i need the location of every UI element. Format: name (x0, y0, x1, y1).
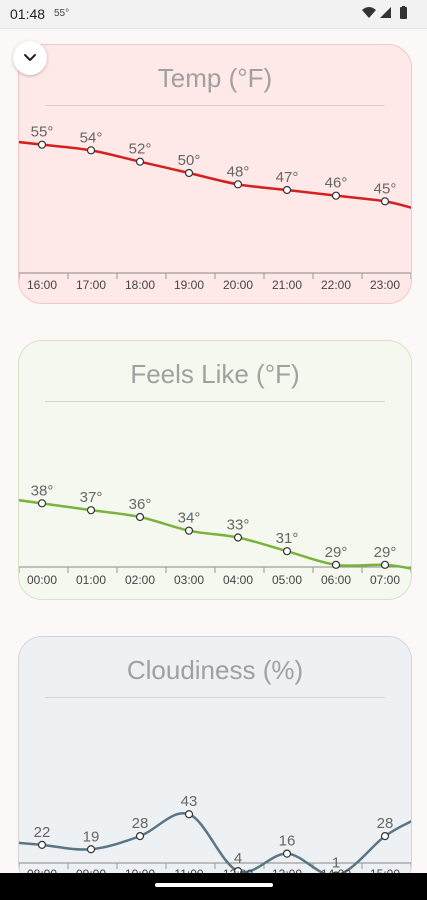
data-point (86, 845, 96, 854)
data-label: 33° (227, 517, 250, 534)
data-label: 46° (325, 175, 348, 192)
data-label: 16 (279, 833, 296, 850)
status-time: 01:48 (10, 6, 46, 22)
x-tick-label: 19:00 (174, 278, 204, 292)
series-line (19, 498, 411, 570)
chart-title: Feels Like (°F) (130, 359, 300, 389)
chart-title: Cloudiness (%) (126, 655, 304, 685)
x-tick-label: 16:00 (27, 278, 57, 292)
data-label: 28 (377, 815, 394, 832)
status-icons (361, 6, 413, 25)
x-tick-label: 07:00 (370, 573, 400, 587)
data-point (37, 140, 47, 149)
data-label: 43 (181, 793, 198, 810)
data-point (184, 168, 194, 178)
home-gesture-handle[interactable] (155, 883, 273, 887)
data-point (282, 547, 292, 556)
data-label: 31° (276, 530, 299, 547)
data-label: 37° (80, 489, 103, 506)
divider (45, 401, 385, 402)
data-point (184, 526, 194, 535)
series-line (19, 812, 411, 877)
feels-like-chart-card: Feels Like (°F) 38° 00:00 37° 01:00 36° 02:00… (18, 340, 412, 600)
data-point (135, 512, 145, 522)
wifi-icon (362, 7, 376, 18)
signal-icon (380, 7, 391, 18)
status-temperature: 55° (54, 8, 70, 19)
data-label: 47° (276, 169, 299, 186)
data-label: 52° (129, 141, 152, 158)
x-tick-label: 02:00 (125, 573, 155, 587)
temp-line-chart: 55° 16:00 54° 17:00 52° 18:00 50° 19:00 48° 20:00… (19, 124, 411, 292)
feels-like-line-chart: 38° 00:00 37° 01:00 36° 02:00 34° 03:00 33° 04:00… (19, 482, 411, 587)
data-point (282, 849, 292, 858)
cloudiness-line-chart: 2208:001909:002810:004311:00412:001613:0… (19, 793, 411, 881)
divider (45, 697, 385, 698)
data-label: 29° (374, 544, 397, 561)
data-label: 38° (31, 482, 54, 499)
data-label: 55° (31, 124, 54, 141)
data-point (331, 191, 341, 200)
x-tick-label: 05:00 (272, 573, 302, 587)
divider (45, 105, 385, 106)
data-point (331, 560, 341, 569)
temp-chart-card: Temp (°F) 55° 16:00 54° 17:00 52° 18:00 50° 19:… (18, 44, 412, 304)
chart-title: Temp (°F) (157, 63, 273, 93)
data-label: 45° (374, 180, 397, 197)
x-tick-label: 20:00 (223, 278, 253, 292)
battery-icon (400, 7, 407, 19)
collapse-button[interactable] (13, 41, 47, 75)
x-tick-label: 00:00 (27, 573, 57, 587)
x-tick-label: 17:00 (76, 278, 106, 292)
x-tick-label: 06:00 (321, 573, 351, 587)
data-point (184, 810, 194, 819)
data-label: 19 (83, 828, 100, 845)
x-tick-label: 23:00 (370, 278, 400, 292)
data-label: 29° (325, 544, 348, 561)
x-tick-label: 21:00 (272, 278, 302, 292)
data-point (233, 180, 243, 189)
data-point (380, 197, 390, 206)
data-label: 48° (227, 163, 250, 180)
data-point (37, 840, 47, 849)
data-label: 36° (129, 496, 152, 513)
data-point (380, 832, 390, 841)
status-bar: 01:48 55° (0, 0, 427, 29)
cloudiness-chart-card: Cloudiness (%) 2208:001909:002810:004311… (18, 636, 412, 888)
x-tick-label: 04:00 (223, 573, 253, 587)
x-tick-label: 18:00 (125, 278, 155, 292)
series-line (19, 140, 411, 209)
data-point (86, 506, 96, 515)
data-label: 50° (178, 152, 201, 169)
x-tick-label: 01:00 (76, 573, 106, 587)
data-point (380, 560, 390, 569)
data-label: 22 (34, 824, 51, 841)
data-label: 54° (80, 129, 103, 146)
data-point (282, 185, 292, 195)
chevron-down-icon (24, 54, 36, 61)
data-point (135, 832, 145, 841)
data-label: 4 (234, 850, 242, 867)
x-tick-label: 22:00 (321, 278, 351, 292)
data-point (37, 499, 47, 508)
data-label: 28 (132, 815, 149, 832)
x-tick-label: 03:00 (174, 573, 204, 587)
data-label: 34° (178, 510, 201, 527)
data-point (86, 146, 96, 155)
data-label: 1 (332, 855, 340, 872)
data-point (135, 157, 145, 166)
data-point (233, 533, 243, 542)
